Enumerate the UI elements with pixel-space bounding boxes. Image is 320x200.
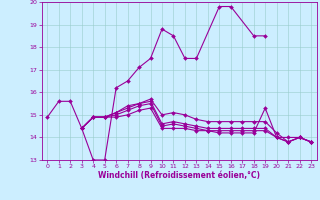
X-axis label: Windchill (Refroidissement éolien,°C): Windchill (Refroidissement éolien,°C) bbox=[98, 171, 260, 180]
